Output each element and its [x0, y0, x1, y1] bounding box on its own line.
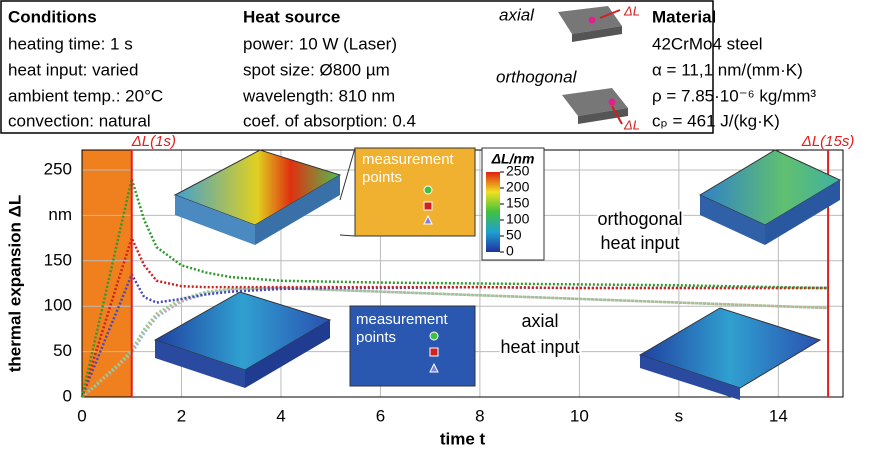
header-line: wavelength: 810 nm	[242, 86, 395, 105]
annotation: measurement	[362, 151, 455, 168]
specimen-label: axial	[499, 5, 535, 24]
measurement-point	[424, 186, 432, 194]
header-line: power: 10 W (Laser)	[243, 34, 397, 53]
header-line: cₚ = 461 J/(kg·K)	[652, 111, 780, 130]
specimen-label: ΔL	[623, 3, 640, 18]
header-line: ρ = 7.85·10⁻⁶ kg/mm³	[652, 86, 816, 105]
y-tick-label: nm	[48, 205, 72, 224]
y-tick-label: 250	[44, 159, 72, 178]
annotation: orthogonal	[597, 209, 682, 229]
annotation: measurement	[356, 311, 449, 328]
x-tick-label: 0	[77, 406, 86, 425]
y-tick-label: 50	[53, 341, 72, 360]
header-line: ambient temp.: 20°C	[8, 86, 163, 105]
measurement-point	[430, 332, 438, 340]
x-tick-label: 4	[276, 406, 285, 425]
header-line: coef. of absorption: 0.4	[243, 111, 416, 130]
header-line: α = 11,1 nm/(mm·K)	[652, 60, 803, 79]
y-tick-label: 100	[44, 296, 72, 315]
x-tick-label: 2	[177, 406, 186, 425]
marker-label: ΔL(15s)	[801, 133, 855, 150]
x-tick-label: 8	[475, 406, 484, 425]
header-line: heating time: 1 s	[8, 34, 133, 53]
specimen-label: ΔL	[623, 117, 640, 132]
zoom-line	[340, 235, 355, 236]
header-line: 42CrMo4 steel	[652, 34, 763, 53]
measurement-point	[424, 202, 432, 210]
header-line: heat input: varied	[8, 60, 138, 79]
x-tick-label: 14	[769, 406, 788, 425]
specimen-label: orthogonal	[496, 67, 578, 86]
marker-label: ΔL(1s)	[131, 133, 176, 150]
y-tick-label: 0	[63, 386, 72, 405]
header-line: spot size: Ø800 µm	[243, 60, 390, 79]
colorbar-tick-label: 0	[506, 243, 514, 259]
measurement-point	[430, 348, 438, 356]
colorbar-tick-label: 100	[506, 211, 530, 227]
y-axis-label: thermal expansion ΔL	[5, 195, 24, 373]
spot	[589, 17, 596, 24]
header-title: Heat source	[243, 7, 340, 26]
annotation: heat input	[600, 233, 679, 253]
insets: measurementpointsmeasurementpointsΔL/nm2…	[155, 148, 840, 400]
colorbar-tick-label: 250	[506, 163, 530, 179]
header-title: Conditions	[8, 7, 97, 26]
spot	[609, 99, 616, 106]
annotation: points	[362, 169, 402, 186]
x-tick-label: s	[675, 406, 684, 425]
header-title: Material	[652, 7, 716, 26]
colorbar-tick-label: 150	[506, 195, 530, 211]
zoom-line	[340, 148, 355, 200]
annotation: axial	[521, 311, 558, 331]
x-tick-label: 10	[570, 406, 589, 425]
figure: Conditions heating time: 1 s heat input:…	[0, 0, 876, 456]
colorbar-tick-label: 200	[506, 179, 530, 195]
colorbar-tick-label: 50	[506, 227, 522, 243]
x-axis-label: time t	[440, 429, 486, 448]
header-line: convection: natural	[8, 111, 151, 130]
annotation: points	[356, 329, 396, 346]
annotation: heat input	[500, 337, 579, 357]
y-tick-label: 150	[44, 250, 72, 269]
colorbar	[486, 172, 500, 252]
x-tick-label: 6	[376, 406, 385, 425]
header: Conditions heating time: 1 s heat input:…	[1, 1, 816, 133]
